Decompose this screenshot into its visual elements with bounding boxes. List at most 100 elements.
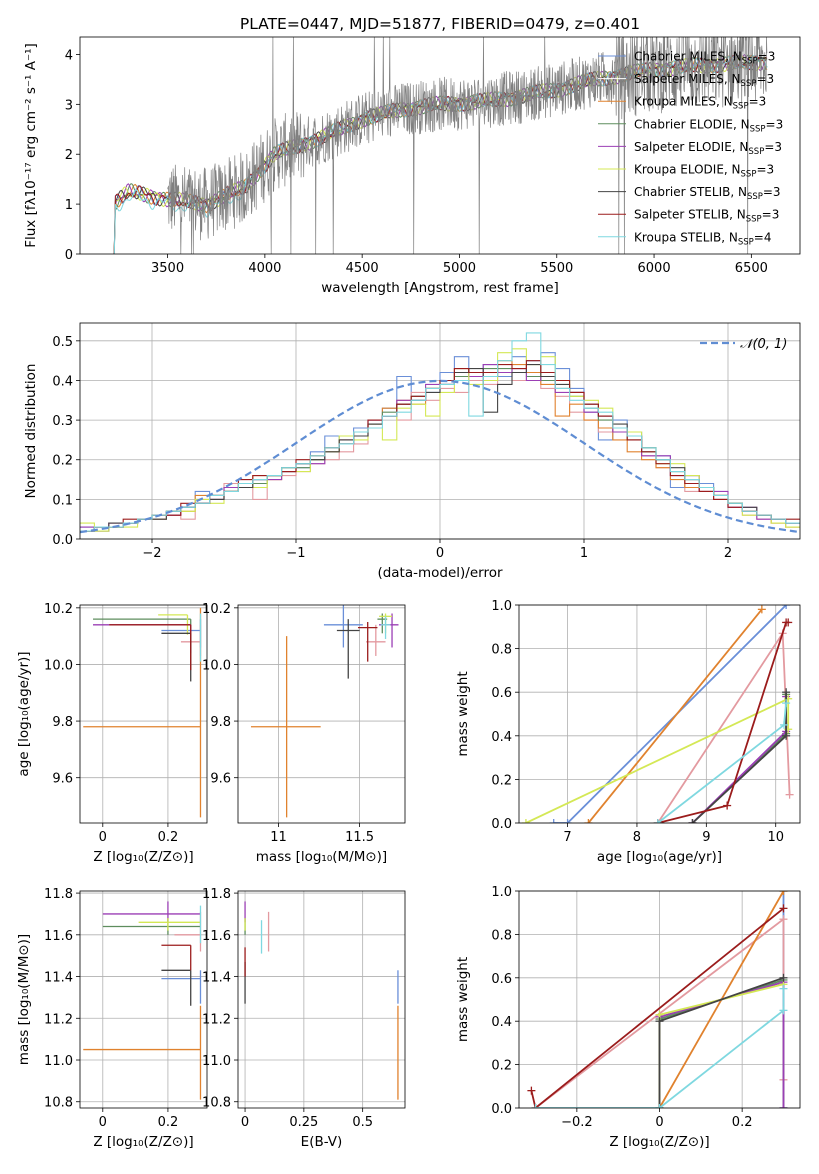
y-tick-label: 0.5 — [52, 335, 73, 350]
legend-suffix: =3 — [766, 117, 784, 131]
legend-suffix: =3 — [763, 185, 781, 199]
legend-text: Salpeter ELODIE, N — [634, 140, 748, 154]
legend-subscript: SSP — [746, 215, 762, 225]
y-tick-label: 0.1 — [52, 493, 73, 508]
legend-text: Kroupa STELIB, N — [634, 230, 738, 244]
y-tick-label: 10.2 — [44, 602, 73, 617]
y-tick-label: 11.2 — [202, 1012, 231, 1027]
massweight-line — [535, 988, 785, 1108]
x-tick-label: 9 — [702, 830, 710, 845]
x-axis-label: age [log₁₀(age/yr)] — [597, 849, 722, 865]
y-tick-label: 11.6 — [44, 929, 73, 944]
legend-subscript: SSP — [748, 147, 764, 157]
x-tick-label: 0.2 — [158, 830, 179, 845]
y-tick-label: 2 — [65, 148, 73, 163]
y-tick-label: 0.0 — [491, 1102, 512, 1117]
legend-suffix: =3 — [756, 72, 774, 86]
y-tick-label: 0.8 — [491, 928, 512, 943]
y-tick-label: 10.8 — [44, 1096, 73, 1111]
y-axis-label: age [log₁₀(age/yr)] — [16, 651, 32, 776]
y-tick-label: 10.8 — [202, 1096, 231, 1111]
x-tick-label: 8 — [633, 830, 641, 845]
legend-label: 𝒩(0, 1) — [740, 337, 787, 352]
legend-suffix: =3 — [758, 50, 776, 64]
errorbar-point — [83, 1005, 202, 1100]
legend-label: Chabrier ELODIE, NSSP=3 — [634, 117, 783, 134]
legend-text: Salpeter STELIB, N — [634, 208, 746, 222]
plot-area — [521, 605, 794, 823]
y-tick-label: 9.8 — [210, 715, 231, 730]
y-axis-label: Flux [fλ10⁻¹⁷ erg cm⁻² s⁻¹ A⁻¹] — [23, 43, 39, 248]
x-tick-label: 11.5 — [345, 830, 374, 845]
errorbar-point — [366, 624, 386, 656]
x-tick-label: 10 — [767, 830, 784, 845]
x-axis-label: wavelength [Angstrom, rest frame] — [321, 280, 559, 296]
y-tick-label: 4 — [65, 48, 73, 63]
massweight-line — [657, 703, 787, 823]
chart-title: PLATE=0447, MJD=51877, FIBERID=0479, z=0… — [240, 15, 640, 33]
legend-subscript: SSP — [750, 124, 766, 134]
x-tick-label: 0.5 — [352, 1115, 373, 1130]
legend-suffix: =3 — [764, 140, 782, 154]
y-tick-label: 0.6 — [491, 972, 512, 987]
y-tick-label: 0.2 — [491, 1059, 512, 1074]
legend-text: Chabrier ELODIE, N — [634, 117, 750, 131]
legend-label: Chabrier STELIB, NSSP=3 — [634, 185, 781, 202]
y-axis-label: mass weight — [455, 957, 471, 1042]
y-tick-label: 11.6 — [202, 929, 231, 944]
legend-label: Salpeter MILES, NSSP=3 — [634, 72, 774, 89]
y-tick-label: 0.2 — [491, 773, 512, 788]
massweight-line — [553, 605, 787, 823]
x-tick-label: −2 — [142, 546, 161, 561]
x-tick-label: 6500 — [735, 261, 768, 276]
panel-mass_vs_EBV: 0 0.25 0.5 10.8 11.0 11.2 11.4 11.6 11.8 E(B-V) — [202, 887, 406, 1150]
legend-suffix: =3 — [762, 208, 780, 222]
x-axis-label: Z [log₁₀(Z/Z⊙)] — [93, 1134, 193, 1150]
normal-curve — [80, 379, 800, 534]
panel-age_vs_Z: 0 0.2 9.6 9.8 10.0 10.2 Z [log₁₀(Z/Z⊙)] age [lo… — [16, 602, 208, 865]
axes-frame — [518, 604, 801, 824]
errorbar-point — [357, 621, 378, 662]
x-tick-label: 0.25 — [289, 1115, 318, 1130]
legend-subscript: SSP — [738, 237, 754, 247]
legend-subscript: SSP — [741, 79, 757, 89]
y-tick-label: 11.8 — [44, 887, 73, 902]
panel-residuals: −2 −1 0 1 2 0.0 0.1 0.2 0.3 0.4 0.5 (data-model)/er… — [23, 322, 801, 581]
plot-area — [244, 901, 399, 1100]
x-tick-label: 1 — [580, 546, 588, 561]
y-axis-label: Normed distribution — [23, 364, 39, 499]
x-tick-label: 4500 — [346, 261, 379, 276]
axes-frame — [79, 890, 208, 1109]
y-tick-label: 0.6 — [491, 686, 512, 701]
plot-area — [83, 607, 202, 818]
panel-age_vs_mass: 11 11.5 9.6 9.8 10.0 10.2 mass [log₁₀(M/M⊙)] — [202, 602, 406, 865]
legend-subscript: SSP — [742, 57, 758, 67]
plot-area — [113, 37, 768, 254]
x-axis-label: E(B-V) — [301, 1134, 343, 1150]
legend-label: Kroupa STELIB, NSSP=4 — [634, 230, 772, 247]
plot-area — [80, 332, 800, 534]
y-tick-label: 9.8 — [52, 715, 73, 730]
x-tick-label: 4000 — [248, 261, 281, 276]
x-tick-label: 7 — [563, 830, 571, 845]
errorbar-point — [83, 607, 202, 818]
x-tick-label: 5000 — [443, 261, 476, 276]
legend-suffix: =4 — [754, 230, 772, 244]
errorbar-point — [161, 944, 192, 971]
legend-text: Kroupa ELODIE, N — [634, 163, 741, 177]
massweight-line — [658, 983, 784, 1108]
massweight-line — [587, 608, 763, 823]
legend-label: Kroupa MILES, NSSP=3 — [634, 95, 766, 112]
legend-text: Chabrier STELIB, N — [634, 185, 747, 199]
observed-spectrum — [167, 37, 768, 254]
massweight-line — [530, 907, 785, 1108]
x-tick-label: 2 — [724, 546, 732, 561]
y-tick-label: 11.8 — [202, 887, 231, 902]
legend: 𝒩(0, 1) — [700, 337, 787, 352]
y-tick-label: 10.2 — [202, 602, 231, 617]
legend-text: Kroupa MILES, N — [634, 95, 733, 109]
y-tick-label: 1 — [65, 198, 73, 213]
errorbar-point — [161, 632, 192, 682]
x-tick-label: 0.2 — [158, 1115, 179, 1130]
